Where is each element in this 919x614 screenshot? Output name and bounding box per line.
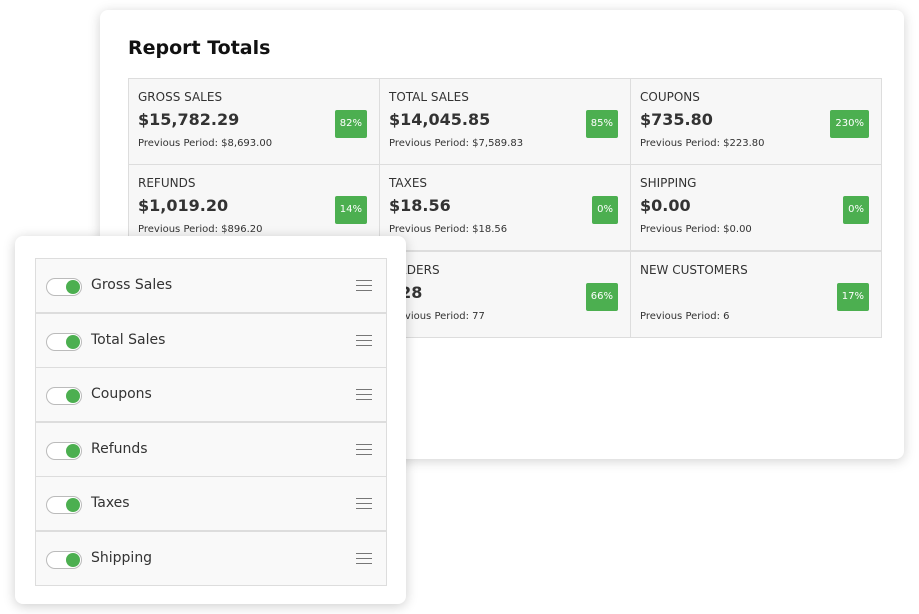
stat-value: $18.56 <box>389 196 451 215</box>
toggle-label: Refunds <box>91 440 148 457</box>
stat-label: NEW CUSTOMERS <box>640 263 748 277</box>
change-badge: 85% <box>585 110 618 138</box>
change-badge: 230% <box>830 110 869 138</box>
stat-label: SHIPPING <box>640 176 697 190</box>
toggle-knob <box>66 443 80 458</box>
stat-value: $1,019.20 <box>138 196 229 215</box>
toggle-row: Total Sales <box>35 312 387 368</box>
stat-label: TOTAL SALES <box>389 90 469 104</box>
toggle-label: Total Sales <box>91 331 166 348</box>
toggle-panel: Gross Sales Total Sales Coupons Refunds Taxe… <box>15 236 406 604</box>
stat-value: $735.80 <box>640 110 713 129</box>
toggle-switch[interactable] <box>46 278 82 296</box>
toggle-row: Coupons <box>35 367 387 422</box>
toggle-row: Gross Sales <box>35 258 387 313</box>
stat-label: REFUNDS <box>138 176 196 190</box>
drag-handle[interactable] <box>356 389 372 400</box>
title: Report Totals <box>128 37 271 59</box>
change-badge: 14% <box>334 196 367 224</box>
toggle-row: Shipping <box>35 530 387 586</box>
previous-period: Previous Period: $8,693.00 <box>138 138 273 149</box>
stat-card: GROSS SALES $15,782.29 Previous Period: $8… <box>128 78 380 165</box>
toggle-label: Gross Sales <box>91 277 173 293</box>
toggle-label: Coupons <box>91 386 152 402</box>
toggle-switch[interactable] <box>46 387 82 405</box>
previous-period: Previous Period: $0.00 <box>640 224 752 235</box>
toggle-row: Taxes <box>35 476 387 531</box>
stat-value: $14,045.85 <box>389 110 491 129</box>
toggle-label: Shipping <box>91 549 153 566</box>
stat-value: $0.00 <box>640 196 691 215</box>
stat-card: TAXES $18.56 Previous Period: $18.56 0% <box>379 164 631 251</box>
toggle-knob <box>66 280 80 294</box>
toggle-switch[interactable] <box>46 332 82 351</box>
change-badge: 0% <box>592 196 618 224</box>
previous-period: Previous Period: 77 <box>389 311 485 322</box>
stat-card: COUPONS $735.80 Previous Period: $223.80 23… <box>630 78 882 165</box>
stat-label: TAXES <box>389 176 428 190</box>
stat-card: TOTAL SALES $14,045.85 Previous Period: $7… <box>379 78 631 165</box>
toggle-knob <box>66 389 80 403</box>
toggle-knob <box>66 552 80 567</box>
toggle-knob <box>66 498 80 512</box>
change-badge: 66% <box>585 283 618 311</box>
previous-period: Previous Period: $223.80 <box>640 138 765 149</box>
stat-card: NEW CUSTOMERS Previous Period: 6 17% <box>630 251 882 338</box>
stat-value: $15,782.29 <box>138 110 240 129</box>
previous-period: Previous Period: $7,589.83 <box>389 138 524 149</box>
toggle-label: Taxes <box>91 495 130 511</box>
toggle-switch[interactable] <box>46 550 82 569</box>
change-badge: 17% <box>836 283 869 311</box>
drag-handle[interactable] <box>356 443 372 455</box>
previous-period: Previous Period: $896.20 <box>138 224 263 235</box>
change-badge: 82% <box>334 110 367 138</box>
drag-handle[interactable] <box>356 498 372 509</box>
drag-handle[interactable] <box>356 334 372 346</box>
change-badge: 0% <box>843 196 869 224</box>
previous-period: Previous Period: $18.56 <box>389 224 508 235</box>
drag-handle[interactable] <box>356 280 372 291</box>
previous-period: Previous Period: 6 <box>640 311 730 322</box>
stat-label: COUPONS <box>640 90 700 104</box>
drag-handle[interactable] <box>356 552 372 564</box>
stat-card: SHIPPING $0.00 Previous Period: $0.00 0% <box>630 164 882 251</box>
toggle-row: Refunds <box>35 421 387 477</box>
toggle-knob <box>66 334 80 349</box>
stat-label: GROSS SALES <box>138 90 223 104</box>
toggle-switch[interactable] <box>46 441 82 460</box>
toggle-switch[interactable] <box>46 496 82 514</box>
